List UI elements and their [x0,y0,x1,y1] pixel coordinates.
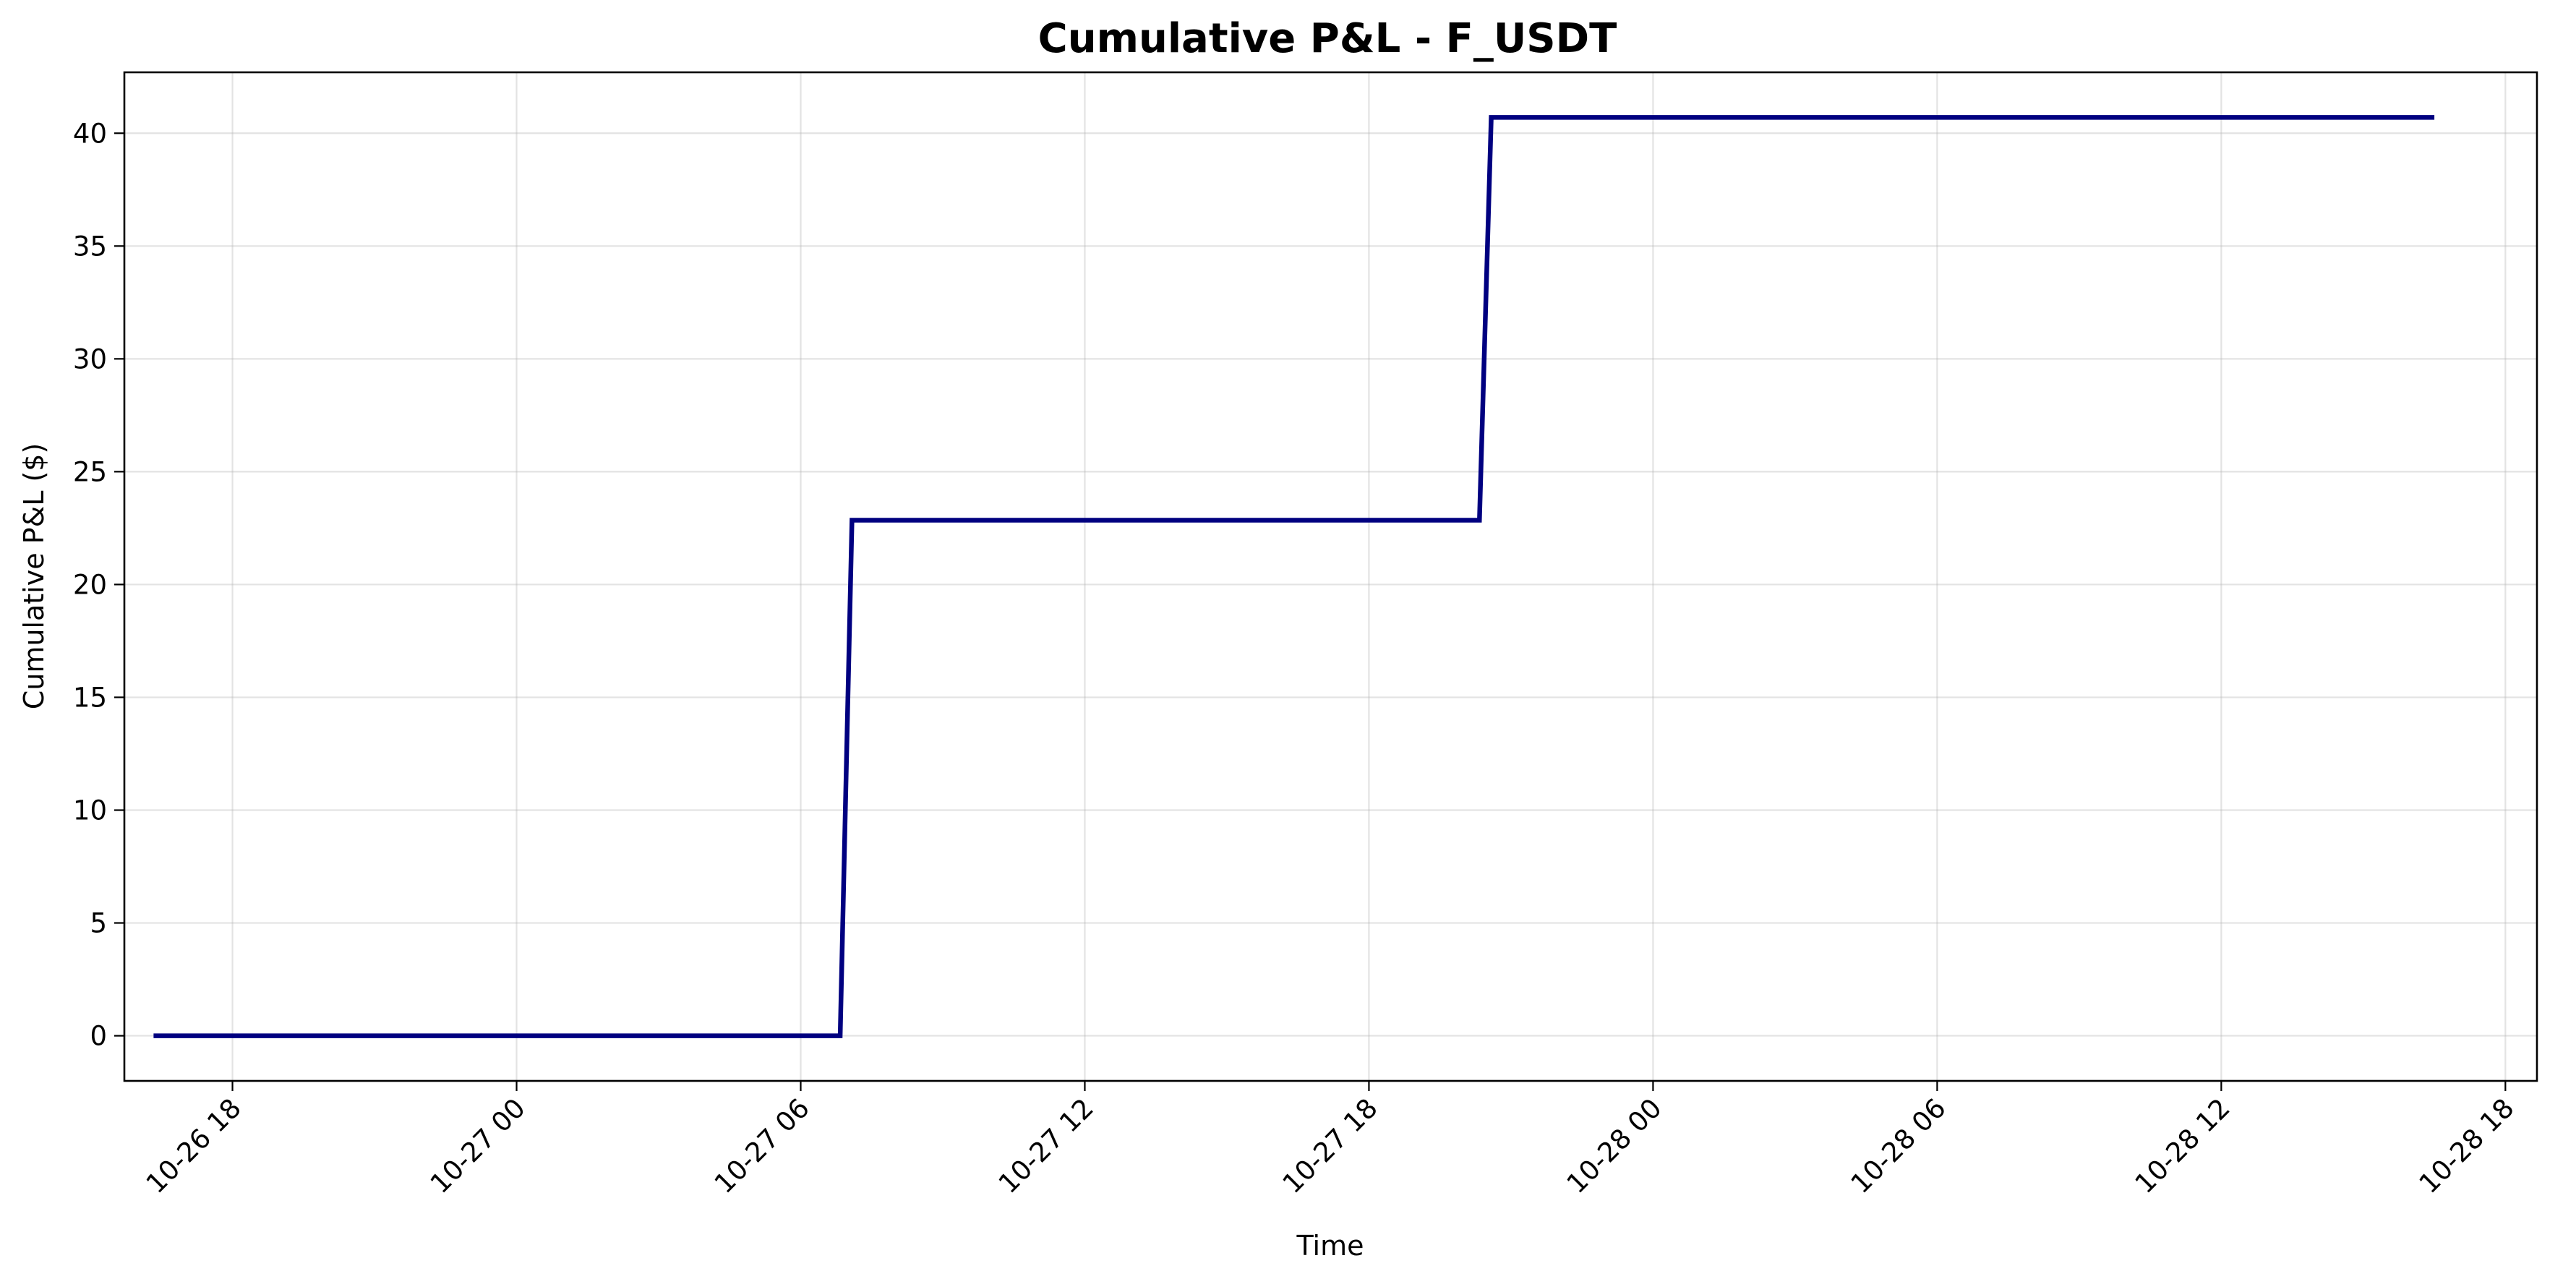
series-line-0 [153,115,2435,1038]
y-tick-label: 40 [73,118,107,149]
y-tick-label: 15 [73,682,107,713]
chart-title: Cumulative P&L - F_USDT [1038,15,1617,62]
y-tick-label: 25 [73,456,107,487]
y-tick-label: 20 [73,569,107,600]
grid [124,72,2537,1081]
y-tick-label: 5 [90,908,107,939]
plot-frame [123,71,2538,1082]
y-tick-label: 0 [90,1021,107,1052]
y-tick-label: 35 [73,231,107,262]
y-tick-label: 10 [73,795,107,826]
y-tick-label: 30 [73,343,107,375]
y-axis-label: Cumulative P&L ($) [18,443,50,710]
x-axis-label: Time [1296,1230,1364,1262]
series-layer [153,115,2435,1038]
